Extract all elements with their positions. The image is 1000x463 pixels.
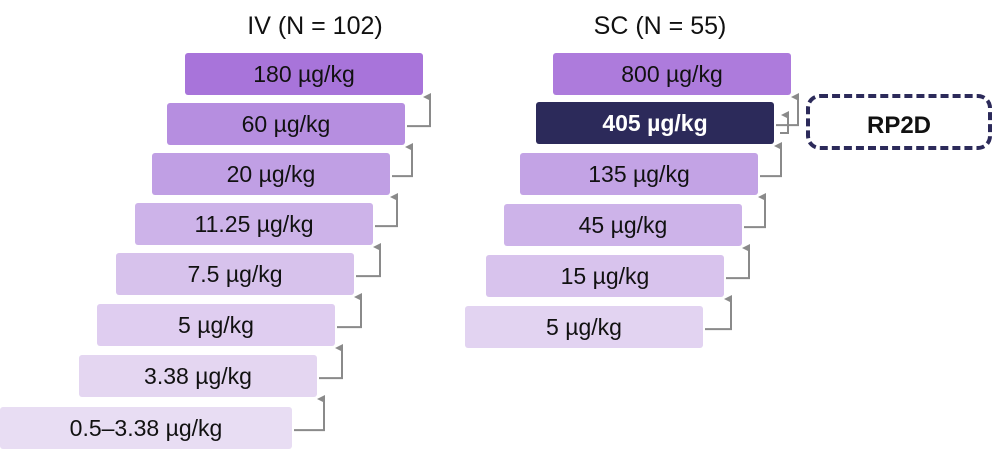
rp2d-callout: RP2D xyxy=(806,94,992,150)
iv-escalation-arrow xyxy=(392,143,413,178)
iv-dose-step: 20 µg/kg xyxy=(152,153,390,195)
sc-top-escalation-arrow xyxy=(780,111,789,134)
iv-dose-step: 7.5 µg/kg xyxy=(116,253,354,295)
sc-dose-step: 800 µg/kg xyxy=(553,53,791,95)
iv-escalation-arrow xyxy=(356,243,381,278)
iv-escalation-arrow xyxy=(407,93,431,128)
iv-heading: IV (N = 102) xyxy=(247,12,383,40)
sc-escalation-arrow xyxy=(726,244,750,280)
iv-dose-step: 180 µg/kg xyxy=(185,53,423,95)
sc-escalation-arrow xyxy=(776,93,799,127)
sc-dose-step: 135 µg/kg xyxy=(520,153,758,195)
sc-escalation-arrow xyxy=(705,295,732,331)
sc-dose-step: 5 µg/kg xyxy=(465,306,703,348)
iv-escalation-arrow xyxy=(337,293,362,329)
iv-escalation-arrow xyxy=(319,344,343,380)
iv-dose-step: 5 µg/kg xyxy=(97,304,335,346)
sc-dose-step: 15 µg/kg xyxy=(486,255,724,297)
iv-escalation-arrow xyxy=(375,193,398,228)
iv-dose-step: 3.38 µg/kg xyxy=(79,355,317,397)
sc-dose-step: 405 µg/kg xyxy=(536,102,774,144)
sc-escalation-arrow xyxy=(760,142,782,178)
sc-escalation-arrow xyxy=(744,193,766,229)
iv-dose-step: 60 µg/kg xyxy=(167,103,405,145)
iv-dose-step: 0.5–3.38 µg/kg xyxy=(0,407,292,449)
iv-dose-step: 11.25 µg/kg xyxy=(135,203,373,245)
sc-dose-step: 45 µg/kg xyxy=(504,204,742,246)
sc-heading: SC (N = 55) xyxy=(593,12,727,40)
iv-escalation-arrow xyxy=(294,395,325,432)
